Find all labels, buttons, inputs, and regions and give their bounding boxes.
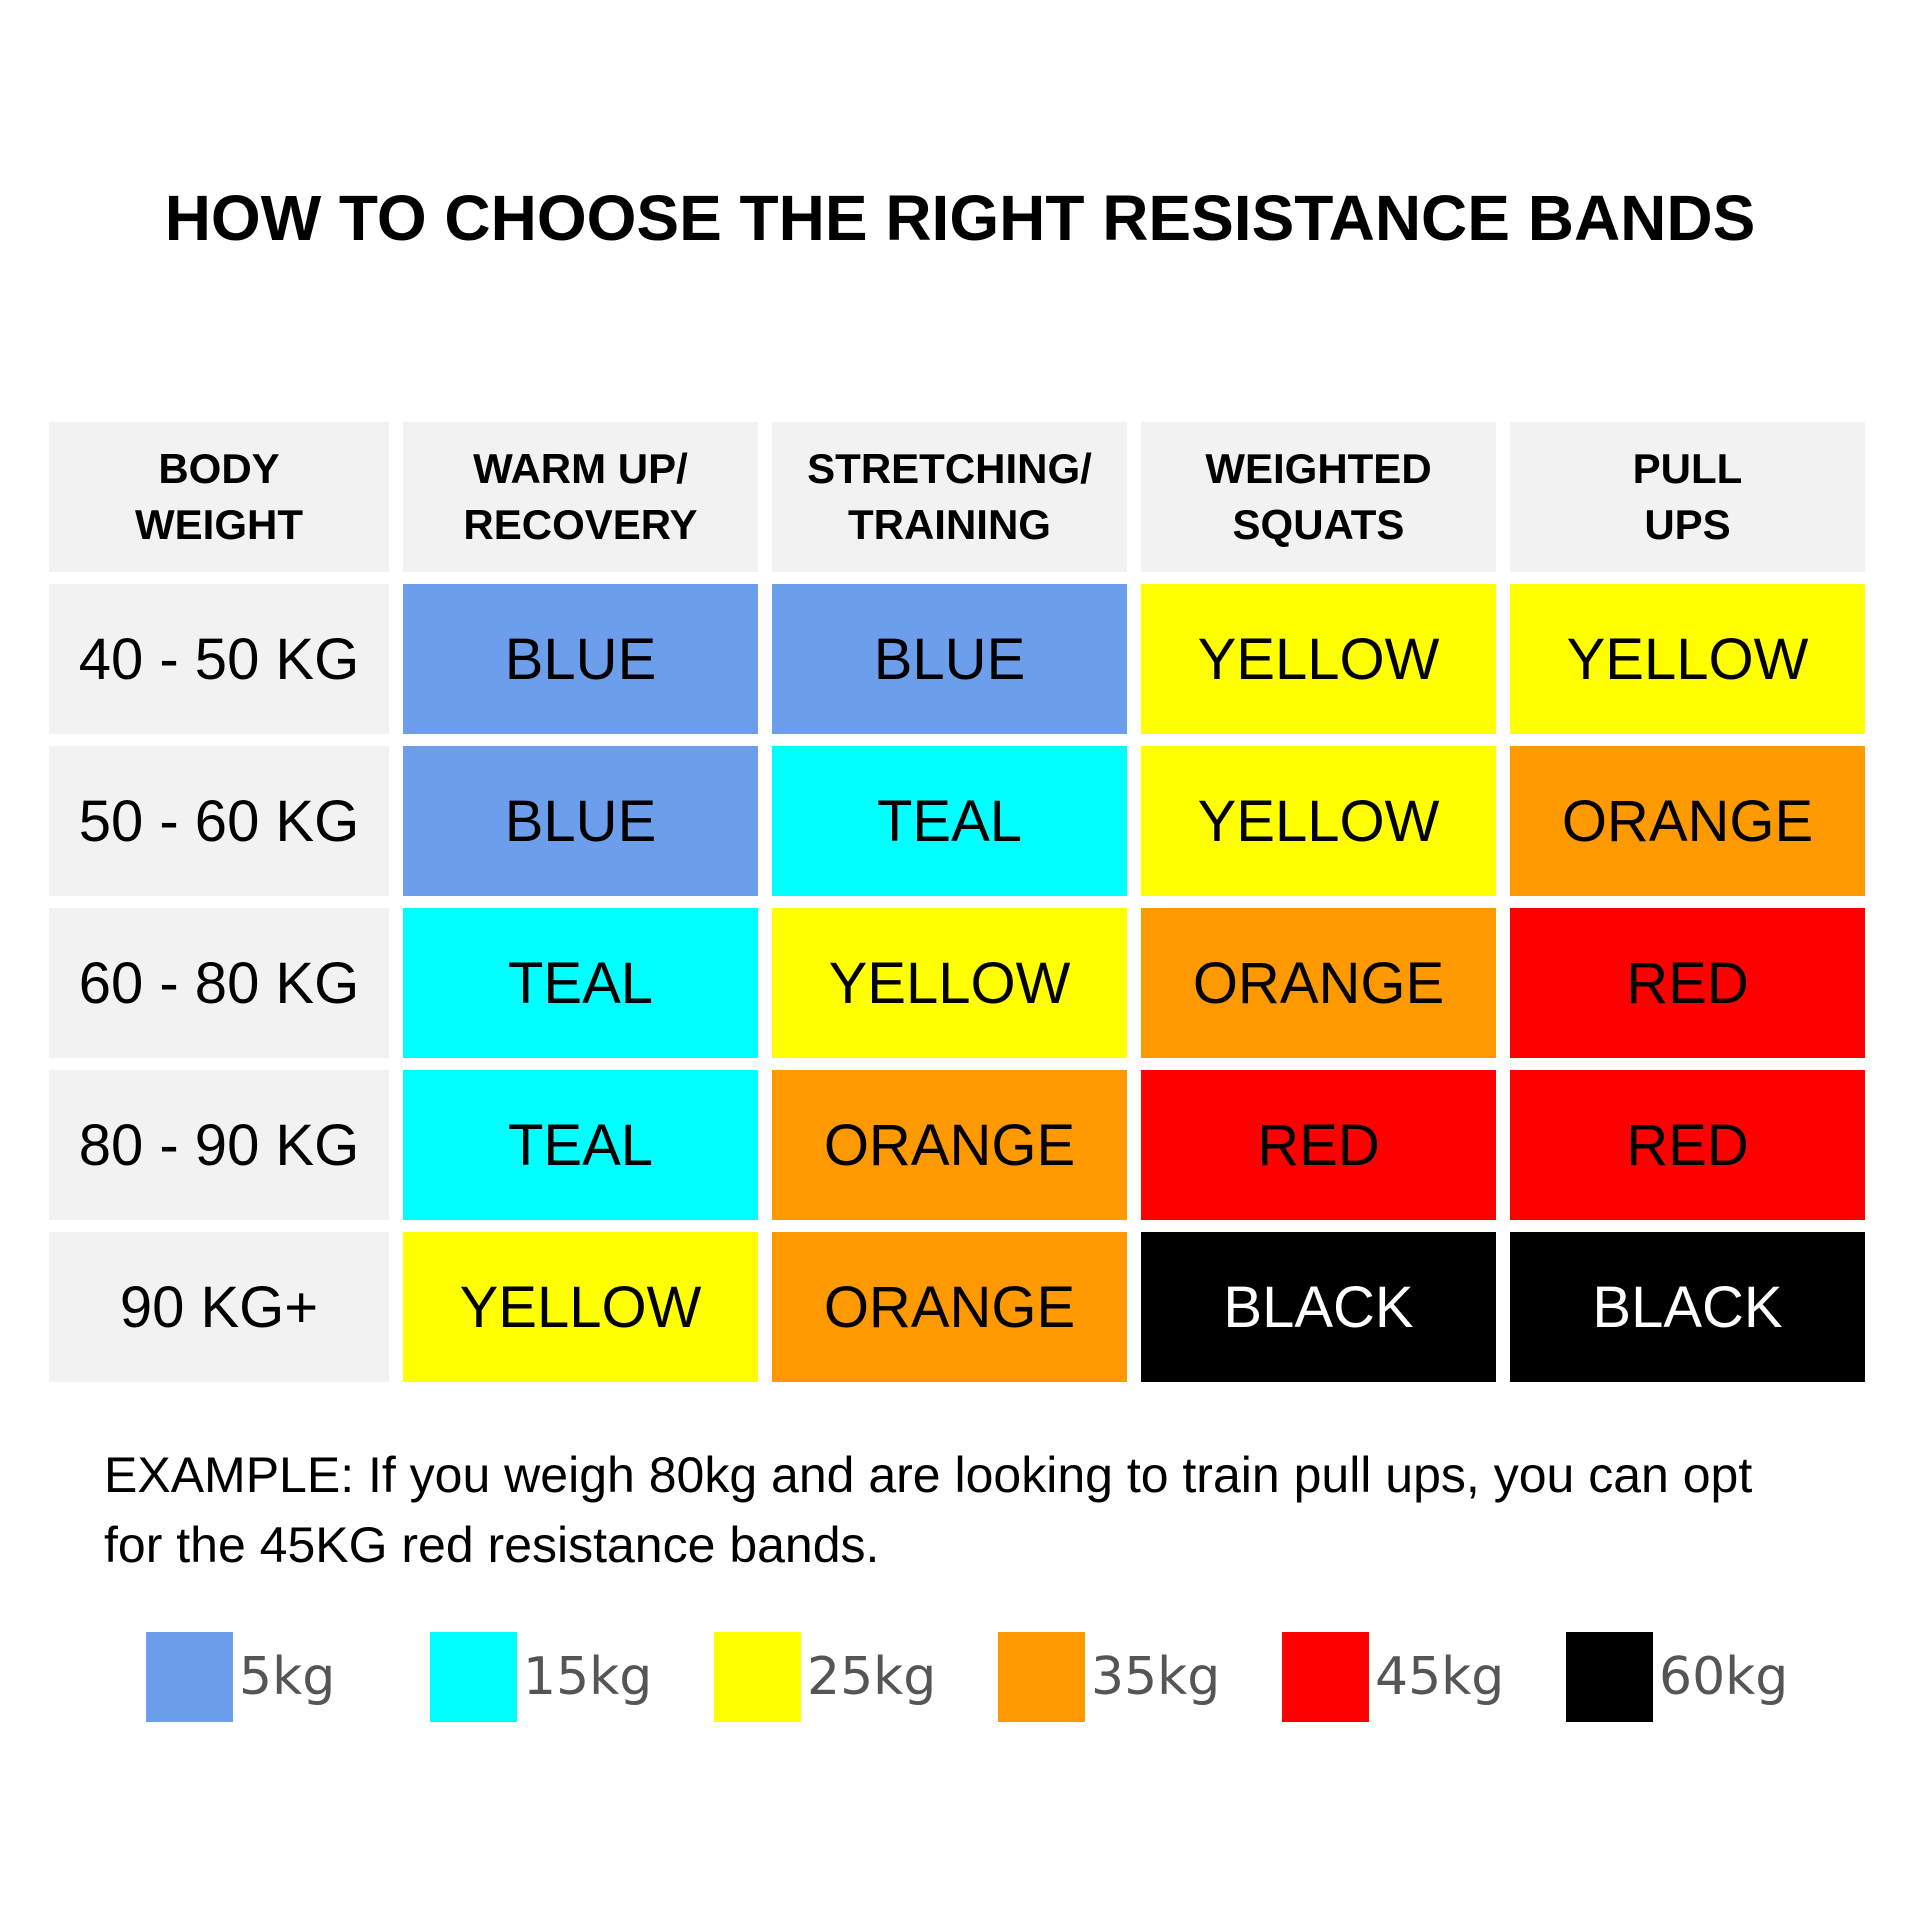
band-cell: ORANGE (772, 1070, 1127, 1220)
header-line: BODY (158, 445, 280, 492)
band-cell: YELLOW (772, 908, 1127, 1058)
band-label: ORANGE (823, 1274, 1076, 1340)
band-cell: TEAL (772, 746, 1127, 896)
legend-label: 15kg (523, 1647, 653, 1707)
legend-item: 35kg (998, 1632, 1282, 1722)
body-weight-cell: 80 - 90 KG (49, 1070, 389, 1220)
band-label: TEAL (507, 950, 654, 1016)
band-cell: BLUE (403, 584, 758, 734)
color-swatch (1282, 1632, 1369, 1722)
band-label: RED (1257, 1112, 1380, 1178)
band-cell: RED (1141, 1070, 1496, 1220)
weight-label: 80 - 90 KG (78, 1112, 360, 1178)
body-weight-cell: 90 KG+ (49, 1232, 389, 1382)
column-header: BODY WEIGHT (49, 422, 389, 572)
band-label: TEAL (507, 1112, 654, 1178)
band-chart-table: BODY WEIGHT WARM UP/RECOVERY STRETCHING/TRA… (49, 422, 1865, 1382)
band-label: YELLOW (459, 1274, 702, 1340)
weight-label: 50 - 60 KG (78, 788, 360, 854)
band-label: BLUE (504, 626, 657, 692)
band-cell: RED (1510, 908, 1865, 1058)
band-cell: ORANGE (1141, 908, 1496, 1058)
weight-label: 60 - 80 KG (78, 950, 360, 1016)
legend-label: 45kg (1375, 1647, 1505, 1707)
legend-label: 25kg (807, 1647, 937, 1707)
header-line: WARM UP/ (473, 445, 688, 492)
weight-label: 40 - 50 KG (78, 626, 360, 692)
body-weight-cell: 40 - 50 KG (49, 584, 389, 734)
color-swatch (714, 1632, 801, 1722)
color-swatch (998, 1632, 1085, 1722)
band-cell: YELLOW (1141, 584, 1496, 734)
band-cell: BLUE (772, 584, 1127, 734)
band-cell: YELLOW (1510, 584, 1865, 734)
header-line: STRETCHING/ (807, 445, 1092, 492)
band-label: RED (1626, 950, 1749, 1016)
page-title: HOW TO CHOOSE THE RIGHT RESISTANCE BANDS (164, 182, 1756, 254)
header-line: WEIGHT (135, 501, 303, 548)
header-line: TRAINING (847, 501, 1051, 548)
header-line: SQUATS (1232, 501, 1405, 548)
header-line: RECOVERY (463, 501, 698, 548)
header-line: UPS (1644, 501, 1731, 548)
band-cell: YELLOW (403, 1232, 758, 1382)
band-cell: RED (1510, 1070, 1865, 1220)
band-cell: BLACK (1510, 1232, 1865, 1382)
band-label: YELLOW (1197, 788, 1440, 854)
band-label: YELLOW (1197, 626, 1440, 692)
band-cell: BLACK (1141, 1232, 1496, 1382)
column-header: PULL UPS (1510, 422, 1865, 572)
weight-label: 90 KG+ (119, 1274, 319, 1340)
band-label: ORANGE (1561, 788, 1814, 854)
band-cell: TEAL (403, 908, 758, 1058)
legend-label: 5kg (239, 1647, 336, 1707)
column-header: WEIGHTED SQUATS (1141, 422, 1496, 572)
color-swatch (430, 1632, 517, 1722)
band-label: BLUE (504, 788, 657, 854)
header-line: WEIGHTED (1205, 445, 1432, 492)
column-header: WARM UP/RECOVERY (403, 422, 758, 572)
color-swatch (1566, 1632, 1653, 1722)
band-label: BLACK (1592, 1274, 1783, 1340)
legend-item: 5kg (146, 1632, 430, 1722)
band-cell: ORANGE (1510, 746, 1865, 896)
color-legend: 5kg 15kg 25kg 35kg 45kg 60kg (146, 1632, 1850, 1722)
legend-item: 60kg (1566, 1632, 1850, 1722)
band-label: ORANGE (823, 1112, 1076, 1178)
band-cell: ORANGE (772, 1232, 1127, 1382)
band-label: BLACK (1223, 1274, 1414, 1340)
header-line: PULL (1632, 445, 1743, 492)
band-cell: BLUE (403, 746, 758, 896)
column-header: STRETCHING/TRAINING (772, 422, 1127, 572)
body-weight-cell: 50 - 60 KG (49, 746, 389, 896)
body-weight-cell: 60 - 80 KG (49, 908, 389, 1058)
band-label: TEAL (876, 788, 1023, 854)
color-swatch (146, 1632, 233, 1722)
band-label: RED (1626, 1112, 1749, 1178)
band-cell: YELLOW (1141, 746, 1496, 896)
band-label: ORANGE (1192, 950, 1445, 1016)
band-label: YELLOW (828, 950, 1071, 1016)
band-cell: TEAL (403, 1070, 758, 1220)
band-label: YELLOW (1566, 626, 1809, 692)
example-text: EXAMPLE: If you weigh 80kg and are looki… (104, 1447, 1753, 1573)
legend-label: 60kg (1659, 1647, 1789, 1707)
legend-item: 45kg (1282, 1632, 1566, 1722)
legend-label: 35kg (1091, 1647, 1221, 1707)
band-label: BLUE (873, 626, 1026, 692)
legend-item: 15kg (430, 1632, 714, 1722)
legend-item: 25kg (714, 1632, 998, 1722)
